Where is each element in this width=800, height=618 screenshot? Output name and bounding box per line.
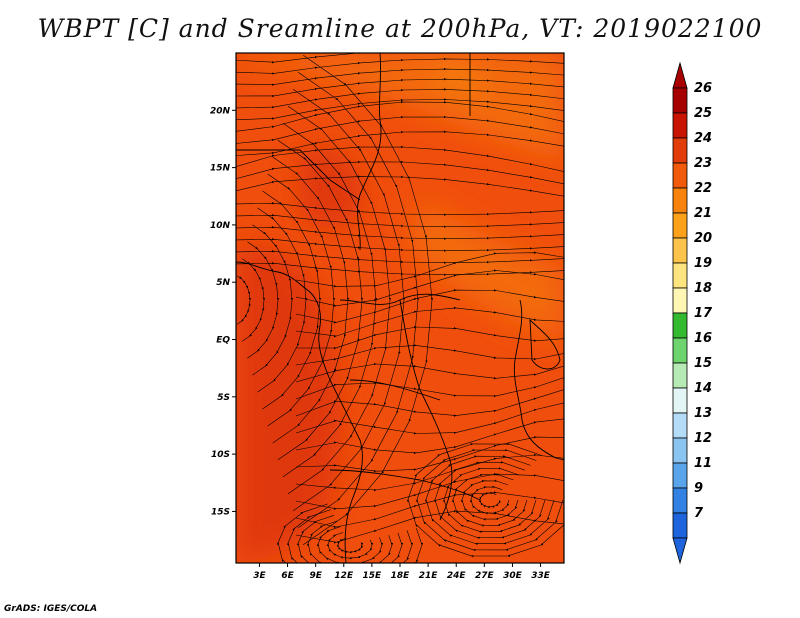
lon-tick-label: 21E	[419, 571, 439, 581]
colorbar-swatch	[672, 387, 688, 414]
colorbar-swatch	[672, 512, 688, 539]
lon-tick-label: 18E	[391, 571, 411, 581]
lat-tick-label: 5N	[216, 278, 230, 288]
border-southern	[329, 469, 481, 501]
colorbar-label: 7	[694, 506, 704, 521]
lon-tick-label: 27E	[475, 571, 495, 581]
latitude-axis: 20N 15N 10N 5N EQ 5S 10S 15S	[210, 106, 236, 517]
lon-tick-label: 15E	[363, 571, 383, 581]
colorbar-swatch	[672, 112, 688, 139]
colorbar-label: 16	[694, 331, 712, 346]
streamline	[295, 362, 564, 383]
colorbar-label: 14	[694, 381, 712, 396]
streamline	[295, 344, 564, 366]
colorbar-swatch	[672, 237, 688, 264]
colorbar-label: 15	[694, 356, 712, 371]
colorbar-label: 26	[694, 81, 712, 96]
border-sahel	[236, 149, 361, 201]
country-borders	[236, 53, 564, 563]
colorbar-label: 12	[694, 431, 712, 446]
lon-tick-label: 33E	[531, 571, 551, 581]
colorbar-swatch	[672, 337, 688, 364]
colorbar-swatch	[672, 137, 688, 164]
lon-tick-label: 9E	[309, 571, 322, 581]
lon-tick-label: 24E	[447, 571, 467, 581]
colorbar-swatch	[672, 362, 688, 389]
border-angola-north	[349, 379, 441, 401]
lat-tick-label: 5S	[217, 393, 230, 403]
streamlines	[236, 53, 564, 563]
grads-credit: GrADS: IGES/COLA	[4, 604, 98, 614]
colorbar-swatch	[672, 487, 688, 514]
lon-tick-label: 3E	[253, 571, 266, 581]
colorbar-label: 18	[694, 281, 712, 296]
colorbar-swatch	[672, 437, 688, 464]
colorbar-swatch	[672, 262, 688, 289]
lat-tick-label: 15N	[210, 164, 231, 174]
map-plot-area	[236, 53, 564, 563]
longitude-axis: 3E 6E 9E 12E 15E 18E 21E 24E 27E 30E 33E	[253, 563, 551, 581]
colorbar-swatch	[672, 212, 688, 239]
lat-tick-label: EQ	[216, 336, 230, 346]
lon-tick-label: 12E	[334, 571, 354, 581]
colorbar-label: 17	[694, 306, 713, 321]
lake-victoria	[529, 318, 561, 370]
colorbar-label: 19	[694, 256, 712, 271]
colorbar-label: 11	[694, 456, 712, 471]
figure-title: WBPT [C] and Sreamline at 200hPa, VT: 20…	[37, 14, 763, 43]
colorbar-top-arrow	[672, 61, 688, 89]
border-chad-sudan	[357, 53, 382, 251]
colorbar-label: 20	[694, 231, 712, 246]
colorbar-swatch	[672, 312, 688, 339]
streamline	[276, 503, 424, 563]
colorbar-label: 22	[694, 181, 712, 196]
colorbar-label: 23	[694, 156, 712, 171]
lat-tick-label: 10N	[210, 221, 231, 231]
colorbar-swatch	[672, 187, 688, 214]
colorbar-label: 13	[694, 406, 712, 421]
colorbar: 26 25 24 23 22 21 20 19 18 17 16 15 14 13 12 11 9 7	[672, 61, 713, 565]
colorbar-swatch	[672, 462, 688, 489]
colorbar-swatch	[672, 287, 688, 314]
colorbar-label: 25	[694, 106, 712, 121]
lat-tick-label: 10S	[211, 450, 230, 460]
colorbar-label: 21	[694, 206, 712, 221]
colorbar-label: 24	[694, 131, 712, 146]
coastline-atlantic	[236, 261, 363, 563]
colorbar-swatch	[672, 162, 688, 189]
colorbar-swatch	[672, 87, 688, 114]
lon-tick-label: 30E	[503, 571, 523, 581]
colorbar-label: 9	[694, 481, 703, 496]
lat-tick-label: 15S	[211, 507, 230, 517]
colorbar-swatch	[672, 412, 688, 439]
lat-tick-label: 20N	[210, 106, 231, 116]
streamline	[295, 377, 564, 400]
coastline-east-africa	[513, 299, 564, 461]
colorbar-bottom-arrow	[672, 537, 688, 565]
lon-tick-label: 6E	[281, 571, 294, 581]
border-congo-east	[399, 299, 453, 521]
